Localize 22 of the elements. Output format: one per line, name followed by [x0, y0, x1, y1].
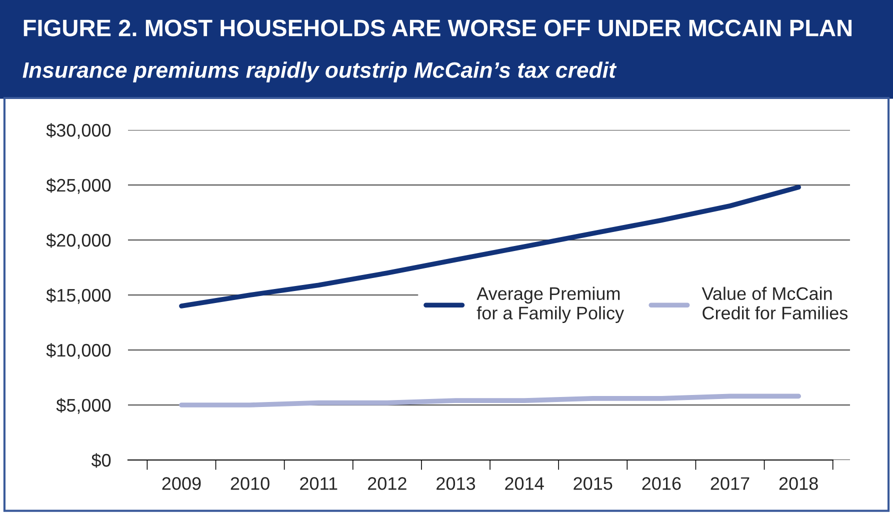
x-tick-label: 2016 [642, 477, 681, 490]
x-tick-label: 2010 [230, 477, 270, 490]
y-tick-label: $5,000 [56, 398, 111, 414]
y-tick-label: $0 [91, 453, 111, 468]
x-tick-label: 2011 [300, 477, 338, 490]
chart-subtitle: Insurance premiums rapidly outstrip McCain’s tax credit [22, 62, 617, 82]
x-tick-label: 2014 [505, 477, 544, 490]
y-tick-label: $15,000 [46, 288, 111, 304]
x-tick-label: 2015 [574, 477, 612, 490]
x-tick-label: 2018 [779, 477, 818, 490]
line-series [179, 394, 802, 408]
legend-label: Average Premium for a Family Policy [476, 286, 624, 324]
x-tick-label: 2017 [710, 477, 750, 490]
legend-label: Value of McCain Credit for Families [702, 286, 848, 320]
x-tick-label: 2009 [162, 477, 201, 490]
x-tick-label: 2012 [368, 477, 406, 490]
y-tick-label: $20,000 [46, 233, 111, 249]
chart-title: FIGURE 2. MOST HOUSEHOLDS ARE WORSE OFF UNDER MCCAIN PLAN [24, 20, 852, 36]
y-tick-label: $30,000 [46, 123, 111, 139]
x-tick-label: 2013 [436, 477, 476, 490]
y-tick-label: $10,000 [46, 343, 111, 359]
y-tick-label: $25,000 [46, 178, 111, 194]
